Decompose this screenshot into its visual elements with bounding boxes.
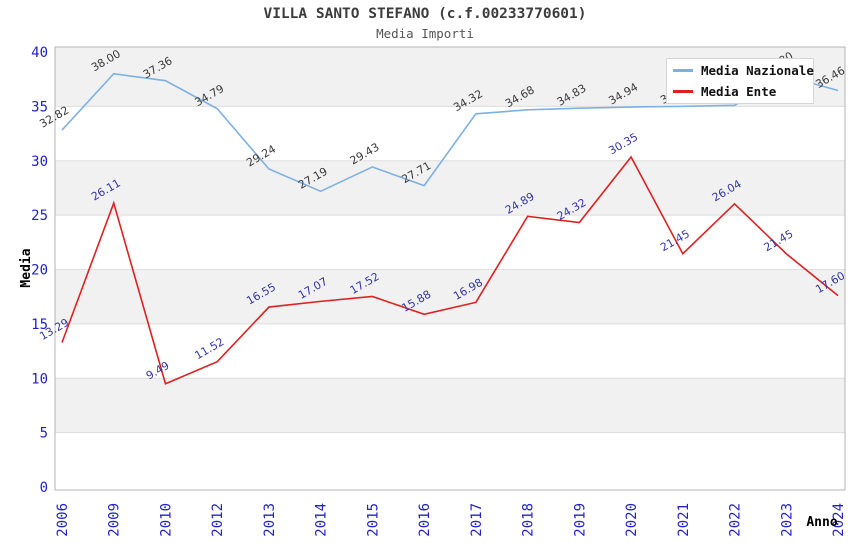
legend-label: Media Nazionale	[701, 63, 814, 78]
x-tick-label: 2006	[55, 503, 71, 537]
x-tick-label: 2017	[469, 503, 485, 537]
x-tick-label: 2014	[314, 503, 330, 537]
media-ente-line	[61, 155, 839, 385]
y-tick-label: 10	[31, 371, 48, 387]
plot-band	[55, 378, 845, 433]
y-tick-label: 20	[31, 263, 48, 279]
x-tick-label: 2022	[728, 503, 744, 537]
media-nazionale-line	[61, 72, 839, 193]
y-tick-label: 25	[31, 208, 48, 224]
x-tick-label: 2019	[572, 503, 588, 537]
legend: Media Nazionale Media Ente	[666, 58, 814, 104]
legend-item-media-ente: Media Ente	[673, 84, 807, 99]
x-tick-label: 2010	[158, 503, 174, 537]
media-ente-line-swatch	[673, 90, 693, 93]
y-tick-label: 15	[31, 317, 48, 333]
plot-band	[55, 432, 845, 490]
y-tick-label: 0	[40, 480, 48, 496]
plot-band	[55, 215, 845, 270]
x-tick-label: 2024	[831, 503, 847, 537]
x-tick-label: 2021	[676, 503, 692, 537]
plot-border	[54, 46, 846, 491]
media-nazionale-line-swatch	[673, 69, 693, 72]
x-axis-title: Anno	[806, 515, 837, 530]
y-tick-label: 35	[31, 99, 48, 115]
y-tick-label: 30	[31, 154, 48, 170]
legend-label: Media Ente	[701, 84, 777, 99]
x-tick-label: 2023	[779, 503, 795, 537]
plot-band	[55, 106, 845, 161]
x-tick-label: 2020	[624, 503, 640, 537]
y-tick-label: 5	[40, 426, 48, 442]
y-tick-label: 40	[31, 45, 48, 61]
x-tick-label: 2012	[210, 503, 226, 537]
chart-title: VILLA SANTO STEFANO (c.f.00233770601)	[263, 6, 587, 22]
x-tick-label: 2015	[365, 503, 381, 537]
plot-band	[55, 160, 845, 216]
plot-band	[55, 269, 845, 324]
plot-band	[55, 323, 845, 379]
chart-subtitle: Media Importi	[376, 26, 474, 41]
legend-item-media-nazionale: Media Nazionale	[673, 63, 814, 78]
y-axis-title: Media	[19, 248, 34, 287]
x-tick-label: 2016	[417, 503, 433, 537]
x-tick-label: 2018	[521, 503, 537, 537]
x-tick-label: 2013	[262, 503, 278, 537]
x-tick-label: 2009	[107, 503, 123, 537]
